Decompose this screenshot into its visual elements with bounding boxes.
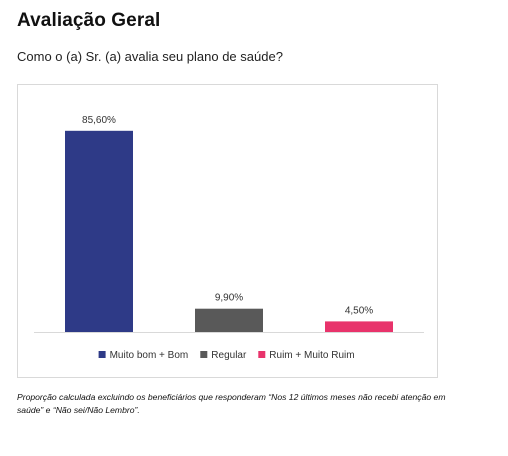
- bar-2: [195, 308, 263, 332]
- data-label-3: 4,50%: [345, 305, 373, 316]
- data-label-1: 85,60%: [82, 115, 116, 126]
- page-title: Avaliação Geral: [17, 10, 161, 31]
- bar-3: [325, 321, 393, 332]
- chart-area: 85,60% 9,90% 4,50% Muito bom + Bom Regular Ru…: [17, 84, 438, 378]
- data-label-2: 9,90%: [215, 293, 243, 304]
- legend-swatch-1: [98, 351, 106, 358]
- survey-question: Como o (a) Sr. (a) avalia seu plano de s…: [17, 49, 283, 64]
- legend-label-1: Muito bom + Bom: [110, 350, 189, 361]
- bar-1: [65, 130, 133, 332]
- footnote: Proporção calculada excluindo os benefic…: [17, 392, 446, 415]
- bar-chart: 85,60% 9,90% 4,50% Muito bom + Bom Regular Ru…: [34, 115, 424, 361]
- legend-swatch-3: [258, 351, 266, 358]
- legend-label-2: Regular: [211, 350, 247, 361]
- legend-swatch-2: [200, 351, 208, 358]
- legend-label-3: Ruim + Muito Ruim: [269, 350, 354, 361]
